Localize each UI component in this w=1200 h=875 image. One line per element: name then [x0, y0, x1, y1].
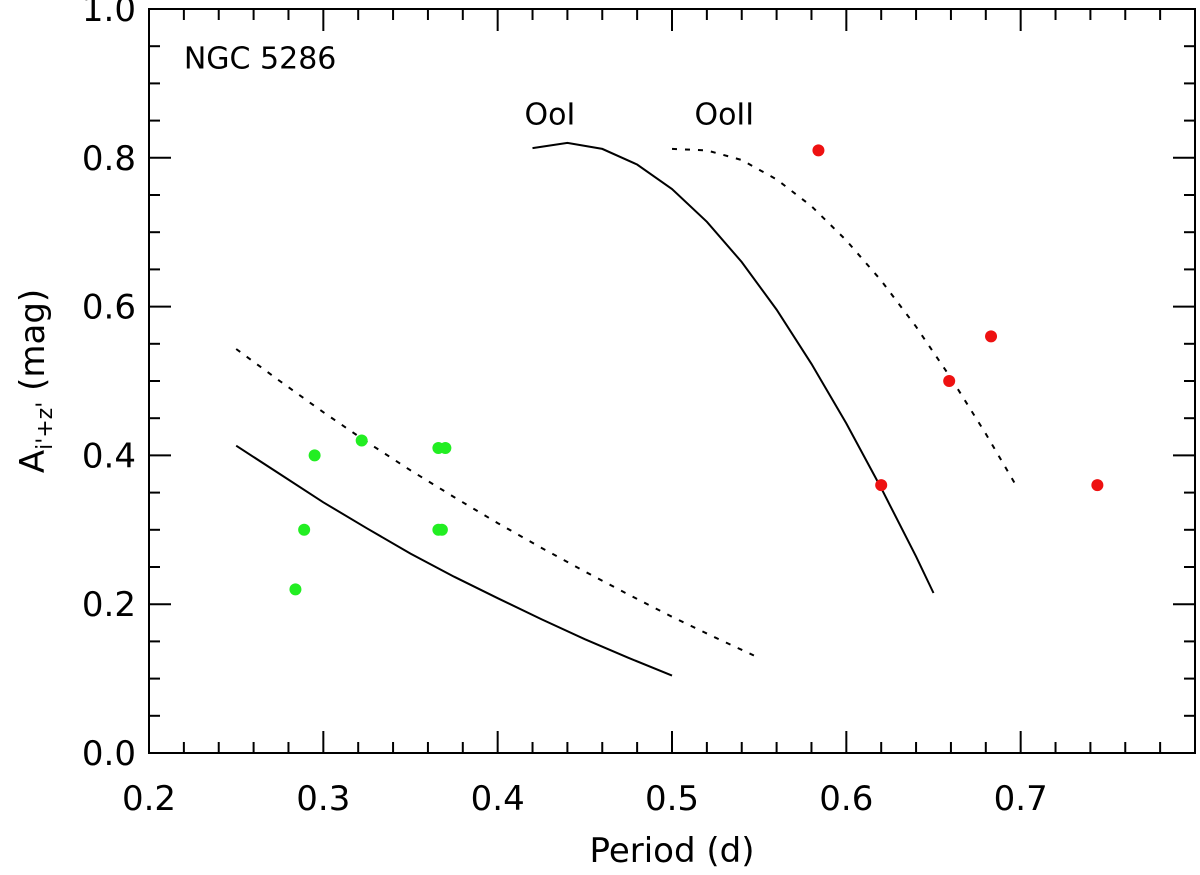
x-tick-label: 0.3 — [296, 779, 350, 819]
y-axis-title-unit: (mag) — [13, 289, 53, 402]
y-tick-label: 0.6 — [82, 288, 136, 328]
model-curves — [235, 141, 1019, 677]
y-axis-title-subscript: i'+z' — [33, 402, 58, 450]
x-tick-label: 0.6 — [819, 779, 873, 819]
y-tick-label: 1.0 — [82, 0, 136, 30]
y-tick-label: 0.8 — [82, 139, 136, 179]
data-point — [875, 479, 888, 492]
y-tick-label: 0.2 — [82, 585, 136, 625]
annotation-label: NGC 5286 — [184, 42, 337, 77]
x-tick-label: 0.7 — [994, 779, 1048, 819]
annotation-label: OoI — [525, 97, 576, 132]
data-point — [355, 434, 368, 447]
data-point — [1091, 479, 1104, 492]
solid-curve — [235, 444, 673, 677]
y-axis-title-base: A — [13, 450, 53, 473]
dashed-curve — [671, 147, 1019, 488]
y-tick-label: 0.4 — [82, 436, 136, 476]
annotation-label: OoII — [694, 97, 754, 132]
data-point — [435, 523, 448, 536]
solid-curve — [532, 141, 935, 594]
y-axis-title: Ai'+z' (mag) — [13, 289, 58, 473]
y-tick-label: 0.0 — [82, 734, 136, 774]
annotations: NGC 5286 OoI OoII — [184, 42, 754, 133]
dashed-curve — [235, 348, 755, 657]
data-point — [298, 523, 311, 536]
axis-ticks — [148, 8, 1196, 754]
data-point — [308, 449, 321, 462]
data-point — [289, 583, 302, 596]
data-point — [943, 375, 956, 387]
x-tick-label: 0.4 — [471, 779, 525, 819]
x-tick-label: 0.2 — [122, 779, 176, 819]
data-point — [439, 441, 452, 454]
data-point — [812, 144, 825, 157]
plot-frame — [148, 8, 1196, 754]
tick-labels: 0.2 0.3 0.4 0.5 0.6 0.7 0.0 0.2 0.4 0.6 0.8 1.0 — [82, 0, 1048, 819]
x-tick-label: 0.5 — [645, 779, 699, 819]
data-point — [985, 330, 998, 343]
x-axis-title: Period (d) — [590, 831, 755, 871]
data-points — [289, 144, 1104, 596]
